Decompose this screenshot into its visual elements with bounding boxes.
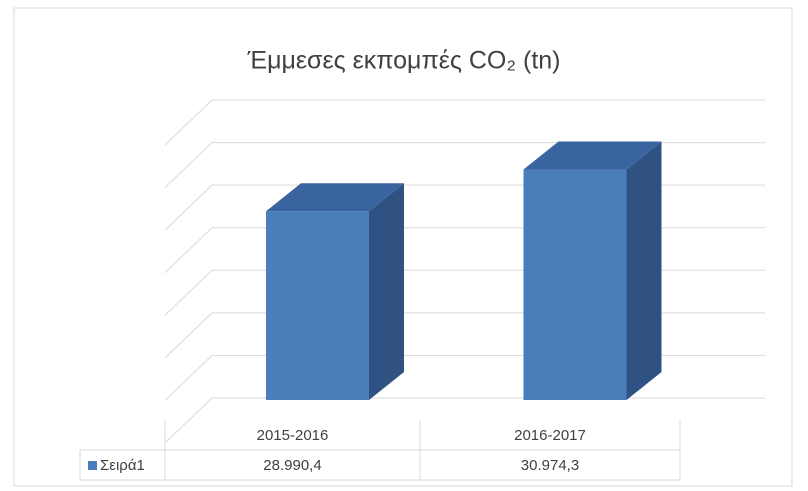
bar-side	[626, 141, 662, 400]
bar-top	[523, 141, 662, 170]
table-value: 28.990,4	[263, 457, 321, 474]
bar	[266, 211, 369, 400]
x-tick-label: 2016-2017	[514, 427, 586, 444]
chart-title: Έμμεσες εκπομπές CO₂ (tn)	[246, 47, 560, 75]
bar-side	[369, 183, 404, 400]
table-value: 30.974,3	[521, 457, 579, 474]
grid-line	[164, 99, 765, 146]
legend-marker	[88, 461, 97, 470]
bar-top	[266, 183, 404, 212]
legend-label: Σειρά1	[100, 457, 145, 474]
x-tick-label: 2015-2016	[257, 427, 329, 444]
bar	[523, 169, 627, 400]
